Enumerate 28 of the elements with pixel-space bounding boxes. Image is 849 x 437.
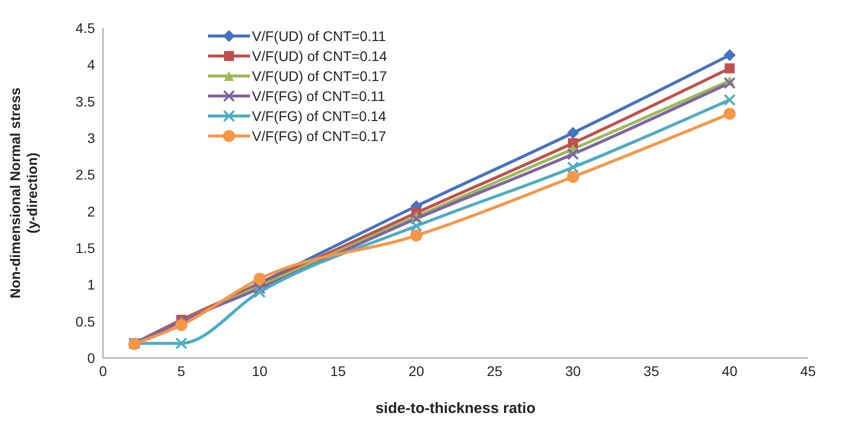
y-tick-label: 1 <box>87 276 96 293</box>
legend-label: V/F(UD) of CNT=0.17 <box>252 68 387 84</box>
x-tick-label: 0 <box>99 362 108 379</box>
legend-label: V/F(FG) of CNT=0.14 <box>252 108 386 124</box>
y-tick-label: 0 <box>87 350 96 366</box>
legend-label: V/F(UD) of CNT=0.11 <box>252 28 386 44</box>
y-tick-label: 1.5 <box>76 240 96 256</box>
x-tick-label: 5 <box>177 362 186 379</box>
y-tick-label: 2 <box>87 203 96 220</box>
y-tick-label: 4.5 <box>76 20 96 36</box>
legend-label: V/F(UD) of CNT=0.14 <box>252 48 387 64</box>
x-tick-label: 35 <box>644 362 660 379</box>
y-tick-label: 4 <box>87 56 96 73</box>
y-tick-label: 3 <box>87 130 96 146</box>
x-tick-label: 15 <box>330 362 346 379</box>
x-tick-label: 25 <box>486 362 503 379</box>
y-axis-title: Non-dimensional Normal stress (y-direction) <box>7 87 40 298</box>
legend-label: V/F(FG) of CNT=0.11 <box>252 88 386 104</box>
x-tick-label: 20 <box>408 362 424 379</box>
x-tick-label: 10 <box>252 362 268 379</box>
x-tick-label: 30 <box>565 362 581 379</box>
x-axis-title: side-to-thickness ratio <box>375 400 536 417</box>
legend-label: V/F(FG) of CNT=0.17 <box>252 128 386 144</box>
y-tick-label: 2.5 <box>76 166 96 183</box>
y-tick-label: 0.5 <box>76 313 96 330</box>
x-tick-label: 40 <box>722 362 738 379</box>
y-tick-label: 3.5 <box>76 93 96 110</box>
x-tick-label: 45 <box>800 362 816 379</box>
